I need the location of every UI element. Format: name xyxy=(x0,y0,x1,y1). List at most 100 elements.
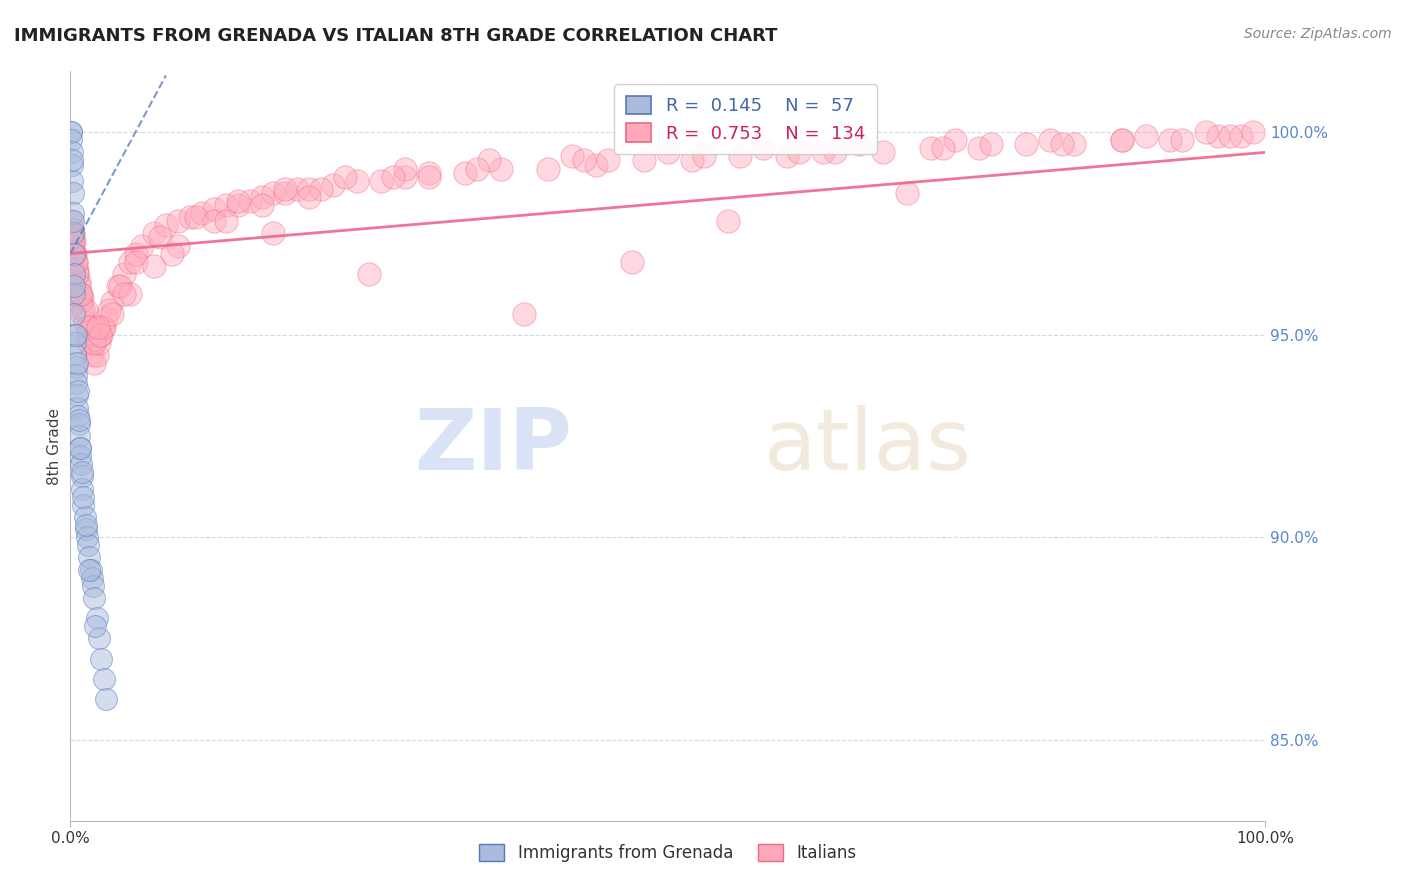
Point xyxy=(226,198,249,212)
Point xyxy=(160,246,183,260)
Point xyxy=(60,157,83,171)
Point xyxy=(87,319,110,334)
Point xyxy=(63,307,86,321)
Point xyxy=(382,169,405,184)
Point xyxy=(657,145,679,160)
Point xyxy=(752,141,775,155)
Point xyxy=(63,327,86,342)
Point xyxy=(93,319,115,334)
Point xyxy=(80,571,103,585)
Point xyxy=(107,279,129,293)
Point xyxy=(62,214,84,228)
Point xyxy=(322,178,344,192)
Point xyxy=(70,287,93,301)
Point xyxy=(70,466,93,480)
Point xyxy=(96,692,118,706)
Point xyxy=(585,157,607,171)
Point xyxy=(60,133,83,147)
Point xyxy=(86,348,108,362)
Point xyxy=(83,591,105,605)
Point xyxy=(143,259,166,273)
Point xyxy=(66,356,89,370)
Y-axis label: 8th Grade: 8th Grade xyxy=(46,408,62,484)
Point xyxy=(75,518,97,533)
Point xyxy=(72,303,94,318)
Point xyxy=(454,166,477,180)
Point xyxy=(63,235,86,249)
Text: atlas: atlas xyxy=(763,404,972,488)
Point xyxy=(1063,137,1085,152)
Point xyxy=(84,332,107,346)
Text: ZIP: ZIP xyxy=(415,404,572,488)
Point xyxy=(65,368,87,383)
Point xyxy=(87,632,110,646)
Point xyxy=(226,194,249,208)
Point xyxy=(62,238,84,252)
Point xyxy=(86,611,108,625)
Point xyxy=(112,267,135,281)
Point xyxy=(70,457,93,471)
Point xyxy=(149,230,172,244)
Point xyxy=(60,145,83,160)
Point xyxy=(67,409,90,423)
Point xyxy=(60,125,83,139)
Point xyxy=(77,538,100,552)
Point xyxy=(62,246,84,260)
Point xyxy=(77,319,100,334)
Point xyxy=(120,287,141,301)
Point xyxy=(66,262,89,277)
Point xyxy=(101,307,124,321)
Point xyxy=(1039,133,1062,147)
Point xyxy=(561,149,583,163)
Point xyxy=(63,246,86,260)
Point xyxy=(143,227,166,241)
Point xyxy=(359,267,381,281)
Point xyxy=(70,295,93,310)
Point xyxy=(311,182,333,196)
Point xyxy=(465,161,488,176)
Text: Source: ZipAtlas.com: Source: ZipAtlas.com xyxy=(1244,27,1392,41)
Point xyxy=(287,182,309,196)
Point xyxy=(75,303,97,318)
Point xyxy=(83,335,105,350)
Point xyxy=(60,227,83,241)
Point xyxy=(112,287,135,301)
Point xyxy=(63,246,86,260)
Point xyxy=(1230,129,1253,144)
Point xyxy=(489,161,512,176)
Point xyxy=(191,206,214,220)
Point xyxy=(824,145,846,160)
Point xyxy=(87,335,110,350)
Point xyxy=(72,490,94,504)
Point xyxy=(1219,129,1241,144)
Point xyxy=(66,267,89,281)
Point xyxy=(66,267,89,281)
Point xyxy=(63,335,86,350)
Point xyxy=(67,412,90,426)
Point xyxy=(274,186,297,200)
Point xyxy=(73,509,96,524)
Point xyxy=(63,279,86,293)
Point xyxy=(418,166,440,180)
Point xyxy=(65,254,87,268)
Point xyxy=(65,376,87,391)
Point xyxy=(101,295,124,310)
Point xyxy=(69,449,91,463)
Point xyxy=(179,210,201,224)
Legend: Immigrants from Grenada, Italians: Immigrants from Grenada, Italians xyxy=(472,837,863,869)
Point xyxy=(776,149,799,163)
Point xyxy=(214,214,236,228)
Point xyxy=(717,214,740,228)
Point xyxy=(91,319,114,334)
Point xyxy=(394,161,416,176)
Point xyxy=(980,137,1002,152)
Point xyxy=(62,230,84,244)
Point xyxy=(65,359,87,374)
Point xyxy=(76,530,98,544)
Point xyxy=(1052,137,1074,152)
Point xyxy=(131,238,153,252)
Point xyxy=(1135,129,1157,144)
Point xyxy=(110,279,132,293)
Point xyxy=(125,246,148,260)
Point xyxy=(69,287,91,301)
